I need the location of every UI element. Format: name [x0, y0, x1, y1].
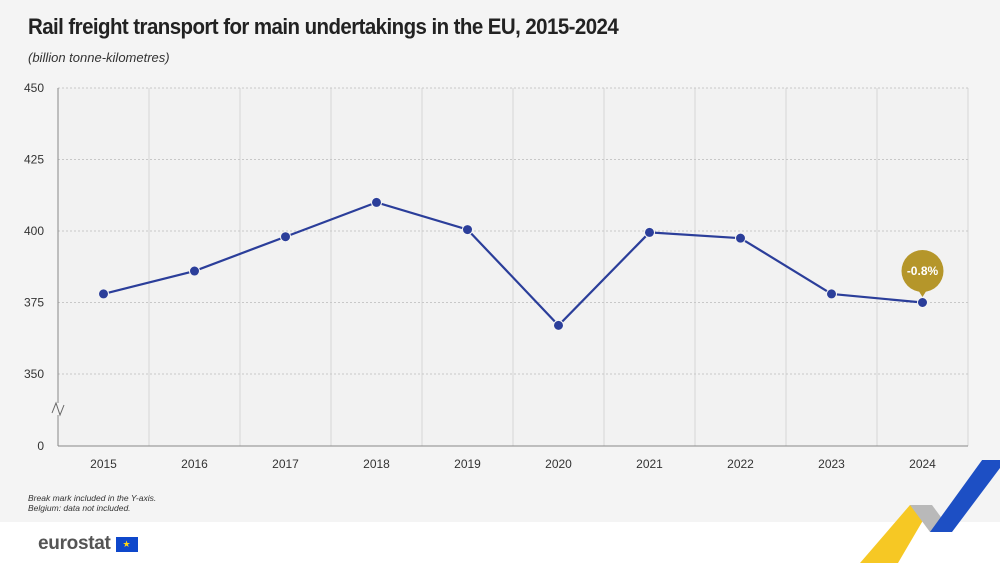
line-chart: 0 350 375 400 425 450 2015 2016 2017 2018 2019 2020… [24, 81, 969, 471]
change-badge-label: -0.8% [907, 264, 939, 278]
data-point [735, 232, 746, 244]
change-badge [901, 250, 944, 292]
x-tick-label: 2022 [727, 457, 754, 471]
brand-ribbon-decoration [860, 460, 1000, 563]
x-tick-label: 2017 [272, 457, 299, 471]
axis-break-mark [51, 401, 65, 417]
x-tick-label: 2016 [181, 457, 208, 471]
eu-flag-icon: ★ [115, 536, 138, 552]
y-tick-label: 450 [24, 81, 44, 95]
chart-title: Rail freight transport for main undertak… [28, 14, 619, 39]
eurostat-logo[interactable]: eurostat ★ [38, 533, 138, 555]
chart-subtitle: (billion tonne-kilometres) [28, 50, 170, 65]
data-point [98, 288, 109, 300]
y-tick-label: 350 [24, 367, 44, 381]
data-point [280, 231, 291, 243]
change-badge-pointer [917, 289, 928, 297]
footnotes: Break mark included in the Y-axis. Belgi… [28, 493, 156, 513]
data-point [917, 297, 928, 308]
series-line [103, 201, 923, 327]
footnote-belgium: Belgium: data not included. [28, 503, 131, 513]
footnote-break-mark: Break mark included in the Y-axis. [28, 493, 157, 503]
y-tick-label: 375 [24, 296, 44, 310]
x-tick-label: 2019 [454, 457, 481, 471]
data-point [462, 224, 473, 236]
x-tick-label: 2023 [818, 457, 845, 471]
x-tick-label: 2021 [636, 457, 663, 471]
x-tick-label: 2024 [909, 457, 936, 471]
data-point [553, 319, 564, 331]
y-tick-label: 400 [24, 224, 44, 238]
y-tick-label: 425 [24, 153, 44, 167]
data-point [189, 265, 200, 277]
footer-bar [0, 522, 1000, 563]
data-point [371, 196, 382, 208]
data-point [644, 226, 655, 238]
x-tick-label: 2020 [545, 457, 572, 471]
eurostat-wordmark: eurostat [38, 533, 111, 554]
x-tick-label: 2015 [90, 457, 117, 471]
y-tick-label: 0 [37, 439, 44, 453]
x-tick-label: 2018 [363, 457, 390, 471]
data-point [826, 288, 837, 300]
